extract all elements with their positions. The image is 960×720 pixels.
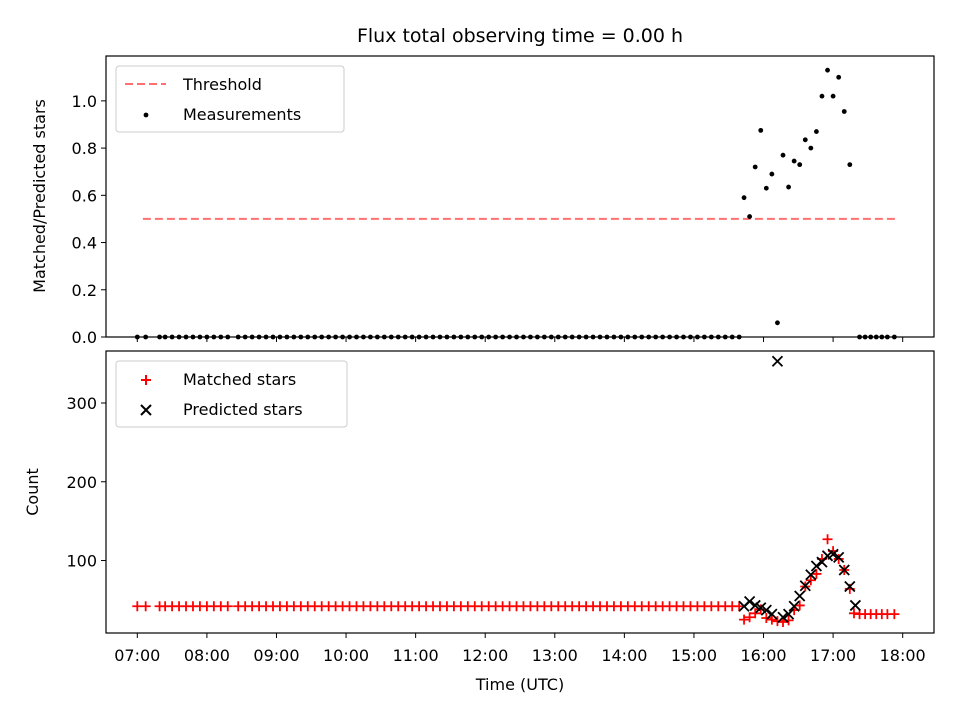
count-legend: Matched stars Predicted stars [115,360,348,428]
ratio-y-axis-label: Matched/Predicted stars [30,99,49,293]
predicted-star-point [777,611,789,623]
measurement-point [819,93,825,99]
x-tick-label: 18:00 [880,646,926,665]
time-x-axis-label: Time (UTC) [475,675,564,694]
predicted-star-point [810,560,823,572]
measurement-point [814,129,819,134]
measurement-point [780,152,786,158]
predicted-star-point [799,580,811,592]
count-legend-box [115,360,348,428]
ratio-legend: Threshold Measurements [115,65,345,133]
x-tick-label: 14:00 [601,646,647,665]
matched-star-point [766,614,777,625]
predicted-star-point [794,590,806,602]
matched-star-point [811,568,822,579]
measurement-point [825,67,830,73]
measurement-point [769,171,775,177]
measurement-point [791,158,797,164]
predicted-star-point [827,548,839,560]
matched-star-point [794,600,805,611]
predicted-star-point [844,580,856,593]
predicted-star-point [782,608,795,620]
predicted-star-point [771,355,784,367]
x-tick-label: 11:00 [393,646,439,665]
ratio-panel: 0.0 0.2 0.4 0.6 0.8 1.0 Matched/Predicted sta… [30,55,935,347]
matched-star-point [822,534,833,545]
matched-star-point [761,613,772,624]
measurement-point [841,109,847,114]
count-points [132,355,900,627]
matched-star-point [889,609,900,620]
x-tick-label: 12:00 [462,646,508,665]
measurement-point [830,93,836,99]
x-tick-label: 10:00 [323,646,369,665]
count-y-tick-label: 300 [66,394,97,413]
count-x-ticks: 07:00 08:00 09:00 10:00 11:00 12:00 13:00 14:00… [114,633,926,665]
measurement-point [758,127,764,133]
count-y-tick-label: 100 [66,552,97,571]
x-tick-label: 17:00 [810,646,856,665]
measurements-legend-label: Measurements [183,105,301,124]
measurement-point [763,185,769,191]
measurement-point [808,145,814,151]
measurement-point [786,184,791,190]
x-tick-label: 16:00 [740,646,786,665]
ratio-x-ticks [136,337,904,342]
measurements-legend-swatch [143,112,149,118]
matched-star-point [744,612,755,623]
ratio-y-tick-label: 0.6 [72,186,97,205]
count-panel: 100 200 300 07:00 08:00 09:00 10:00 11:00 12:00… [23,350,935,694]
matched-star-point [132,601,143,612]
x-tick-label: 08:00 [184,646,230,665]
predicted-star-point [788,600,800,612]
matched-star-point [755,604,766,615]
predicted-star-point [760,604,772,616]
matched-legend-swatch [141,375,151,385]
measurement-point [836,74,842,80]
ratio-y-tick-label: 0.0 [72,328,97,347]
measurement-point [797,162,803,168]
count-y-ticks: 100 200 300 [66,394,106,571]
ratio-y-tick-label: 0.8 [72,139,97,158]
ratio-y-ticks: 0.0 0.2 0.4 0.6 0.8 1.0 [72,92,106,347]
ratio-y-tick-label: 0.4 [72,234,97,253]
measurement-point [802,137,808,143]
predicted-star-point [743,595,756,608]
measurement-point [747,214,753,219]
matched-star-point [140,601,151,612]
threshold-legend-label: Threshold [182,75,262,94]
ratio-legend-box [115,65,345,133]
predicted-legend-swatch [140,404,152,416]
measurement-point [847,162,853,168]
matched-star-point [833,553,844,564]
count-y-axis-label: Count [23,468,42,516]
ratio-y-tick-label: 1.0 [72,92,97,111]
chart-title: Flux total observing time = 0.00 h [357,25,683,47]
measurement-point [752,164,758,170]
predicted-legend-label: Predicted stars [183,400,303,419]
matched-star-point [778,616,789,627]
matched-star-point [222,601,233,612]
predicted-star-point [766,608,778,620]
count-y-tick-label: 200 [66,473,97,492]
count-panel-frame [105,350,935,634]
x-tick-label: 09:00 [253,646,299,665]
x-tick-label: 15:00 [671,646,717,665]
measurement-point [775,320,780,326]
ratio-y-tick-label: 0.2 [72,281,97,300]
predicted-star-point [838,564,850,576]
matched-star-point [805,575,816,586]
ratio-panel-frame [105,55,935,338]
x-tick-label: 13:00 [532,646,578,665]
matched-legend-label: Matched stars [183,370,296,389]
x-tick-label: 07:00 [114,646,160,665]
measurement-point [741,195,747,201]
matched-star-point [739,614,750,625]
matched-star-point [750,608,761,619]
predicted-star-point [805,569,817,581]
matched-star-point [734,601,745,612]
predicted-star-point [833,551,845,564]
predicted-star-point [849,599,862,612]
